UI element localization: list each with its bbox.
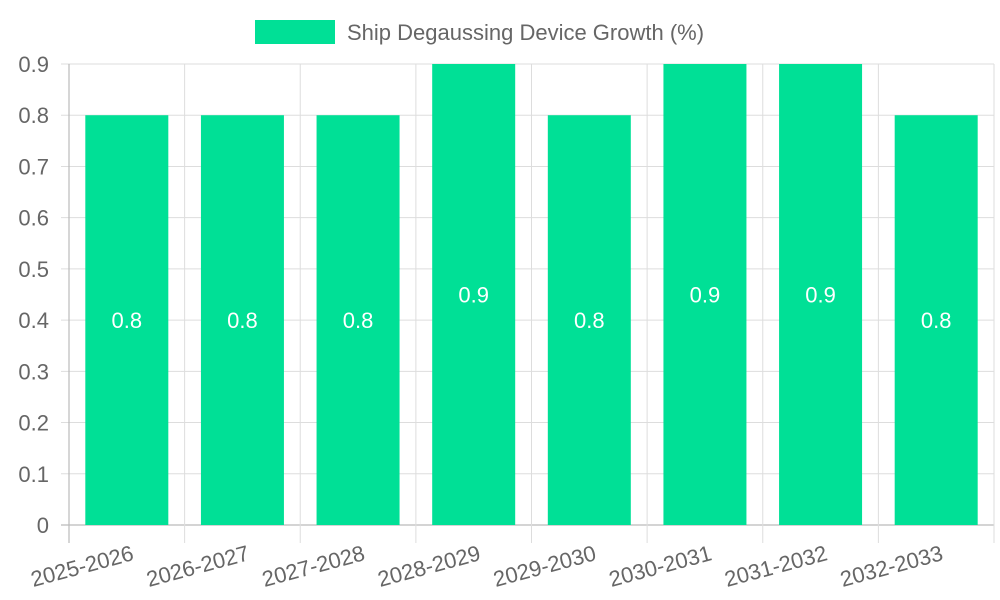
bar-value-label: 0.9 — [690, 283, 721, 308]
bar-value-label: 0.8 — [574, 308, 605, 333]
bars — [85, 64, 978, 525]
bar[interactable] — [547, 115, 631, 525]
y-tick-label: 0.1 — [18, 462, 49, 487]
bar-value-label: 0.8 — [112, 308, 143, 333]
bar-value-label: 0.8 — [921, 308, 952, 333]
bar[interactable] — [432, 64, 516, 525]
x-tick-label: 2029-2030 — [491, 540, 599, 591]
bar-data-labels: 0.8 0.8 0.8 0.9 0.8 0.9 0.9 0.8 — [112, 283, 952, 334]
bar[interactable] — [663, 64, 747, 525]
bar[interactable] — [779, 64, 863, 525]
y-tick-label: 0.9 — [18, 52, 49, 77]
y-tick-label: 0.4 — [18, 308, 49, 333]
bar-value-label: 0.8 — [343, 308, 374, 333]
x-tick-label: 2026-2027 — [144, 540, 252, 591]
y-tick-label: 0.6 — [18, 206, 49, 231]
y-tick-label: 0.7 — [18, 154, 49, 179]
legend-label: Ship Degaussing Device Growth (%) — [347, 20, 704, 45]
bar-value-label: 0.8 — [227, 308, 258, 333]
y-tick-label: 0 — [37, 513, 49, 538]
bar[interactable] — [200, 115, 284, 525]
x-tick-label: 2030-2031 — [606, 540, 714, 591]
y-axis: 0 0.1 0.2 0.3 0.4 0.5 0.6 0.7 0.8 0.9 — [18, 52, 49, 538]
x-tick-label: 2031-2032 — [722, 540, 830, 591]
bar[interactable] — [894, 115, 978, 525]
legend[interactable]: Ship Degaussing Device Growth (%) — [255, 20, 704, 45]
y-tick-label: 0.8 — [18, 103, 49, 128]
x-tick-label: 2028-2029 — [375, 540, 483, 591]
bar-value-label: 0.9 — [805, 283, 836, 308]
bar[interactable] — [85, 115, 169, 525]
x-tick-label: 2032-2033 — [837, 540, 945, 591]
x-tick-label: 2027-2028 — [259, 540, 367, 591]
x-tick-label: 2025-2026 — [28, 540, 136, 591]
y-tick-label: 0.5 — [18, 257, 49, 282]
legend-swatch — [255, 20, 335, 44]
bar-value-label: 0.9 — [458, 283, 489, 308]
x-axis: 2025-2026 2026-2027 2027-2028 2028-2029 2029… — [28, 540, 945, 591]
y-tick-label: 0.3 — [18, 359, 49, 384]
bar[interactable] — [316, 115, 400, 525]
y-tick-label: 0.2 — [18, 411, 49, 436]
